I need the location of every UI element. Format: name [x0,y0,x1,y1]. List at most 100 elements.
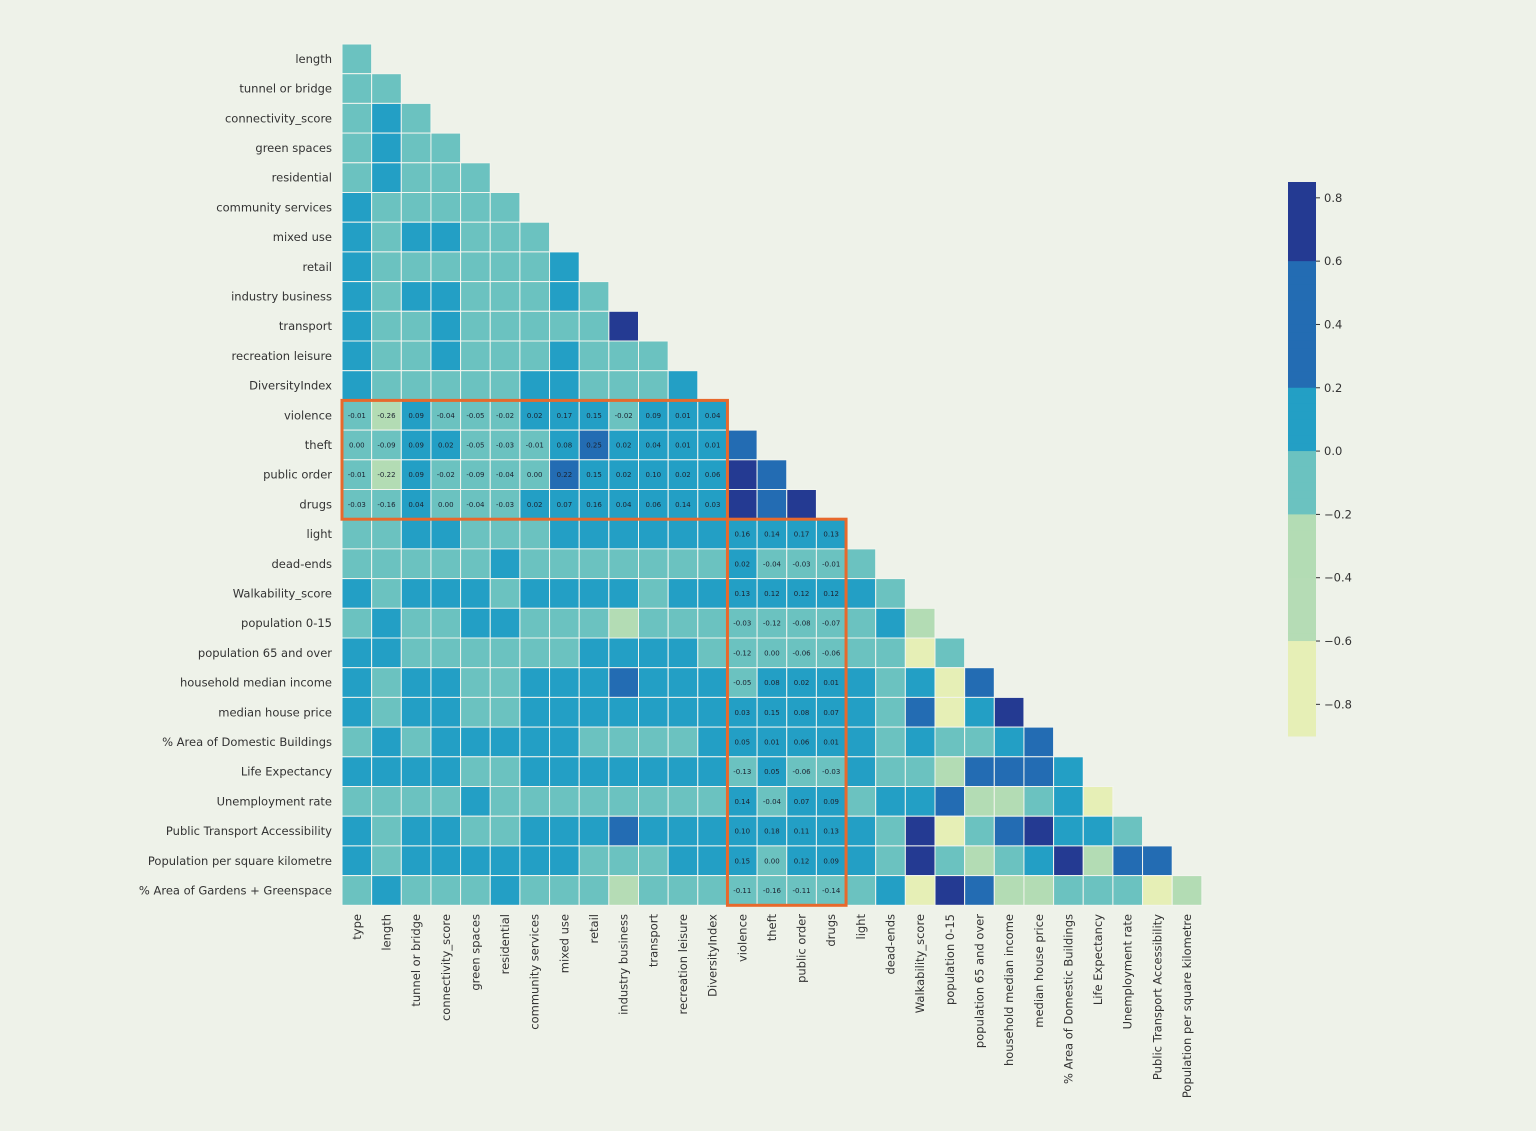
heatmap-cell [638,667,669,698]
column-label: mixed use [557,914,571,973]
heatmap-cell [371,845,402,877]
heatmap-cell [578,518,610,550]
colorbar-segment [1288,269,1316,278]
heatmap-cell [519,370,551,401]
heatmap-cell [904,786,936,817]
heatmap-cell [519,815,551,847]
cell-annotation: 0.08 [764,679,780,687]
heatmap-cell [845,845,877,877]
heatmap-cell [519,429,551,461]
heatmap-cell [341,667,373,698]
heatmap-cell [549,815,580,847]
heatmap-cell [964,875,995,906]
heatmap-cell [400,459,432,490]
heatmap-cell [638,726,669,758]
heatmap-cell [667,756,699,787]
heatmap-cell [1082,875,1114,906]
heatmap-cell [578,726,610,758]
heatmap-cell [341,192,373,223]
heatmap-cell [697,756,728,787]
colorbar-segment [1288,379,1316,389]
heatmap-cell [697,667,728,698]
colorbar-segment [1288,435,1316,444]
row-label: household median income [180,676,332,690]
cell-annotation: 0.03 [734,709,750,717]
heatmap-cell [993,875,1025,906]
cell-annotation: 0.01 [705,441,721,449]
heatmap-cell [430,756,462,787]
column-label: retail [587,914,601,944]
heatmap-cell [341,726,373,758]
heatmap-cell [430,251,462,283]
colorbar-segment [1288,205,1316,215]
heatmap-cell [667,489,699,520]
colorbar-segment [1288,340,1316,349]
heatmap-cell [430,578,462,609]
heatmap-cell [460,696,491,728]
heatmap-cell [371,251,402,283]
cell-annotation: 0.13 [734,590,750,598]
heatmap-cell [875,696,906,728]
heatmap-cell [667,429,699,461]
cell-annotation: 0.22 [557,471,573,479]
heatmap-cell [549,340,580,372]
heatmap-cell [371,578,402,609]
heatmap-cell [341,251,373,283]
colorbar-segment [1288,696,1316,705]
heatmap-cell [904,637,936,669]
heatmap-cell [519,221,551,253]
cell-annotation: 0.10 [646,471,662,479]
cell-annotation: 0.09 [646,412,662,420]
column-label: light [854,914,868,940]
heatmap-cell [430,132,462,164]
heatmap-cell [1112,845,1144,877]
heatmap-cell [489,310,521,342]
colorbar-tick-label: −0.8 [1324,697,1352,711]
heatmap-cell [400,310,432,342]
colorbar-segment [1288,466,1316,476]
cell-annotation: -0.06 [793,768,812,776]
heatmap-cell [638,340,669,372]
heatmap-cell [756,845,788,877]
heatmap-cell [371,73,402,104]
heatmap-cell [460,340,491,372]
heatmap-cell [371,696,402,728]
colorbar-segment [1288,553,1316,563]
heatmap-cell [875,607,906,639]
heatmap-cell [400,281,432,312]
cell-annotation: 0.02 [527,501,543,509]
heatmap-cell [608,756,639,787]
cell-annotation: 0.00 [764,857,780,865]
heatmap-cell [578,578,610,609]
cell-annotation: -0.12 [763,620,781,628]
heatmap-cell [875,875,906,906]
column-label: Unemployment rate [1121,914,1135,1029]
heatmap-cell [341,756,373,787]
colorbar-segment [1288,546,1316,555]
cell-annotation: -0.07 [822,620,840,628]
row-label: length [295,52,332,66]
heatmap-cell [1142,875,1173,906]
colorbar-segment [1288,451,1316,460]
row-label: Public Transport Accessibility [166,824,332,838]
heatmap-cell [667,518,699,550]
cell-annotation: 0.02 [616,441,632,449]
row-label: Population per square kilometre [148,854,332,868]
row-label: theft [305,438,333,452]
heatmap-cell [1023,756,1055,787]
heatmap-cell [993,815,1025,847]
colorbar-segment [1288,371,1316,381]
cell-annotation: -0.03 [496,501,514,509]
heatmap-cell [638,429,669,461]
cell-annotation: -0.01 [526,441,544,449]
heatmap-cell [993,696,1025,728]
heatmap-cell [460,815,491,847]
heatmap-cell [934,667,966,698]
heatmap-cell [549,281,580,312]
heatmap-cell [845,875,877,906]
heatmap-cell [400,578,432,609]
heatmap-cell [934,845,966,877]
heatmap-cell [460,518,491,550]
cell-annotation: 0.01 [675,441,691,449]
heatmap-cell [667,786,699,817]
